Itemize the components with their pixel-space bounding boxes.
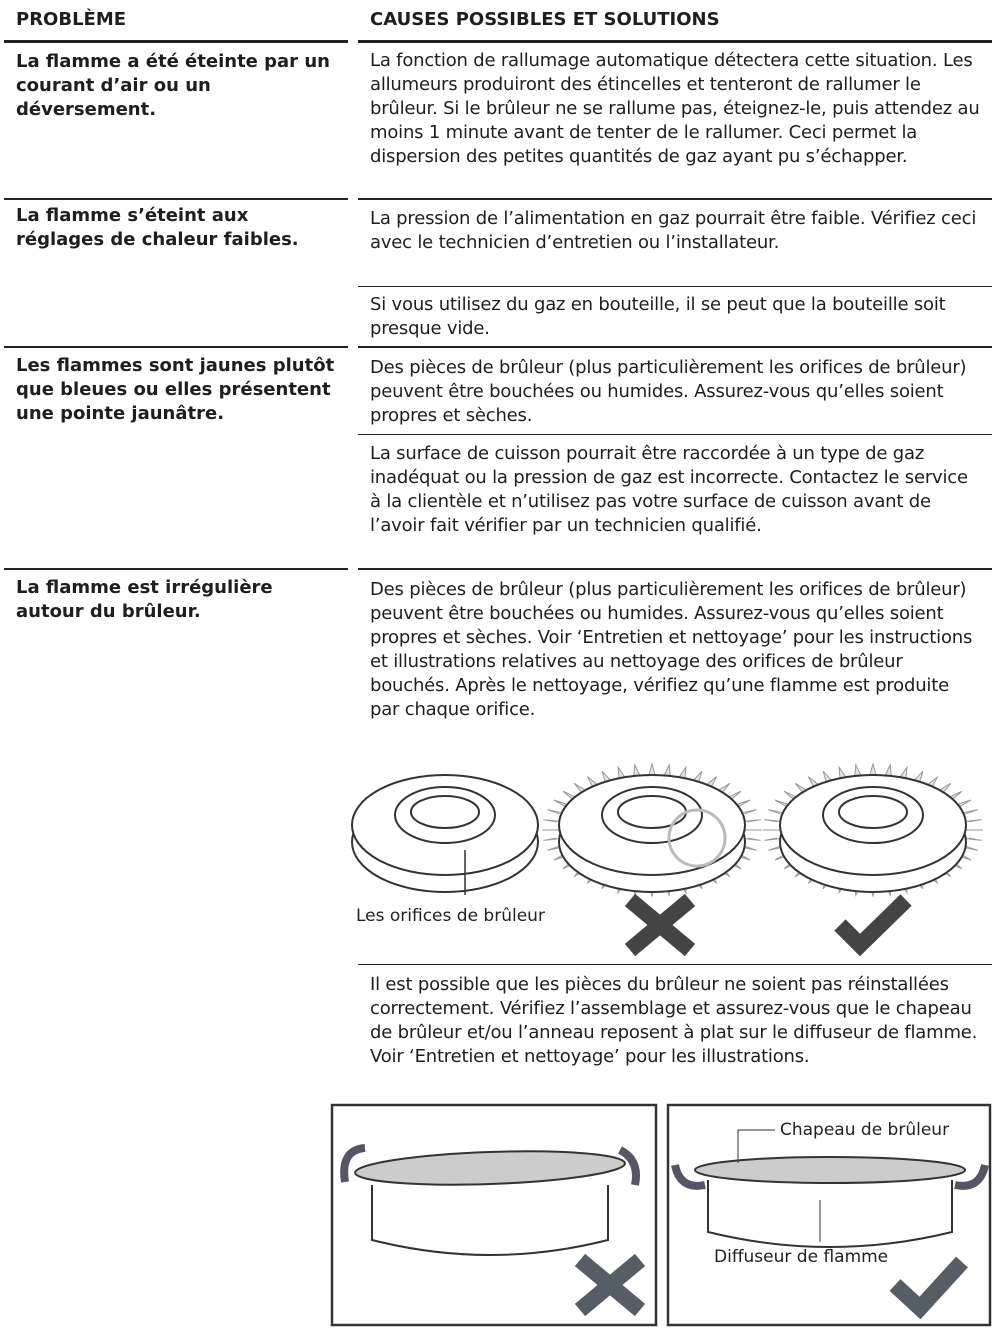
- flame: [957, 809, 978, 815]
- cause: Il est possible que les pièces du brûleu…: [370, 974, 978, 1067]
- problem: La flamme a été éteinte par un courant d…: [16, 51, 330, 120]
- cause: La surface de cuisson pourrait être racc…: [370, 443, 968, 536]
- ring-inner: [838, 795, 908, 829]
- check-icon: [889, 1256, 968, 1320]
- flame: [547, 809, 568, 815]
- check-icon: [834, 894, 912, 957]
- cause: Des pièces de brûleur (plus particulière…: [370, 579, 973, 720]
- row-rule: [358, 198, 992, 200]
- cross-icon: [624, 893, 696, 957]
- figure-label: Les orifices de brûleur: [356, 906, 545, 926]
- cause-rule: [358, 964, 992, 965]
- frame: [666, 1103, 992, 1327]
- figure-label: Chapeau de brûleur: [780, 1120, 949, 1140]
- column-header: CAUSES POSSIBLES ET SOLUTIONS: [370, 9, 720, 30]
- row-rule: [4, 568, 348, 570]
- flame: [739, 819, 761, 823]
- flame: [960, 819, 982, 823]
- cause-rule: [358, 286, 992, 287]
- flame: [764, 837, 786, 841]
- cap-figure: Chapeau de brûleur Diffuseur de flamme: [330, 1103, 992, 1327]
- row-rule: [358, 346, 992, 348]
- cause: Des pièces de brûleur (plus particulière…: [370, 357, 967, 426]
- cross-icon: [574, 1253, 646, 1317]
- cause: La fonction de rallumage automatique dét…: [370, 50, 980, 167]
- problem: La flamme s’éteint aux réglages de chale…: [16, 205, 299, 250]
- row-rule: [4, 198, 348, 200]
- flame: [543, 819, 565, 823]
- header-rule: [358, 40, 992, 43]
- flame: [671, 1164, 989, 1190]
- diffuser: [371, 1185, 609, 1256]
- figure-label: Diffuseur de flamme: [714, 1247, 888, 1267]
- flame: [768, 809, 789, 815]
- flame: [960, 837, 982, 841]
- diffuser: [707, 1180, 953, 1248]
- problem: La flamme est irrégulière autour du brûl…: [16, 577, 273, 622]
- flame: [736, 809, 757, 815]
- problem: Les flammes sont jaunes plutôt que bleue…: [16, 355, 335, 424]
- cap: [354, 1150, 626, 1186]
- cause: Si vous utilisez du gaz en bouteille, il…: [370, 294, 946, 339]
- highlight-circle: [667, 808, 727, 868]
- flame: [543, 837, 565, 841]
- row-rule: [358, 568, 992, 570]
- flame: [739, 837, 761, 841]
- pointer: [737, 1129, 775, 1163]
- flame: [340, 1144, 640, 1186]
- burner-figure: Les orifices de brûleur: [351, 762, 983, 957]
- frame: [330, 1103, 658, 1327]
- cap: [694, 1156, 966, 1184]
- cause: La pression de l’alimentation en gaz pou…: [370, 208, 977, 253]
- flame: [764, 819, 786, 823]
- row-rule: [4, 346, 348, 348]
- ring-inner: [410, 795, 480, 829]
- cause-rule: [358, 434, 992, 435]
- header-rule: [4, 40, 348, 43]
- column-header: PROBLÈME: [16, 9, 127, 30]
